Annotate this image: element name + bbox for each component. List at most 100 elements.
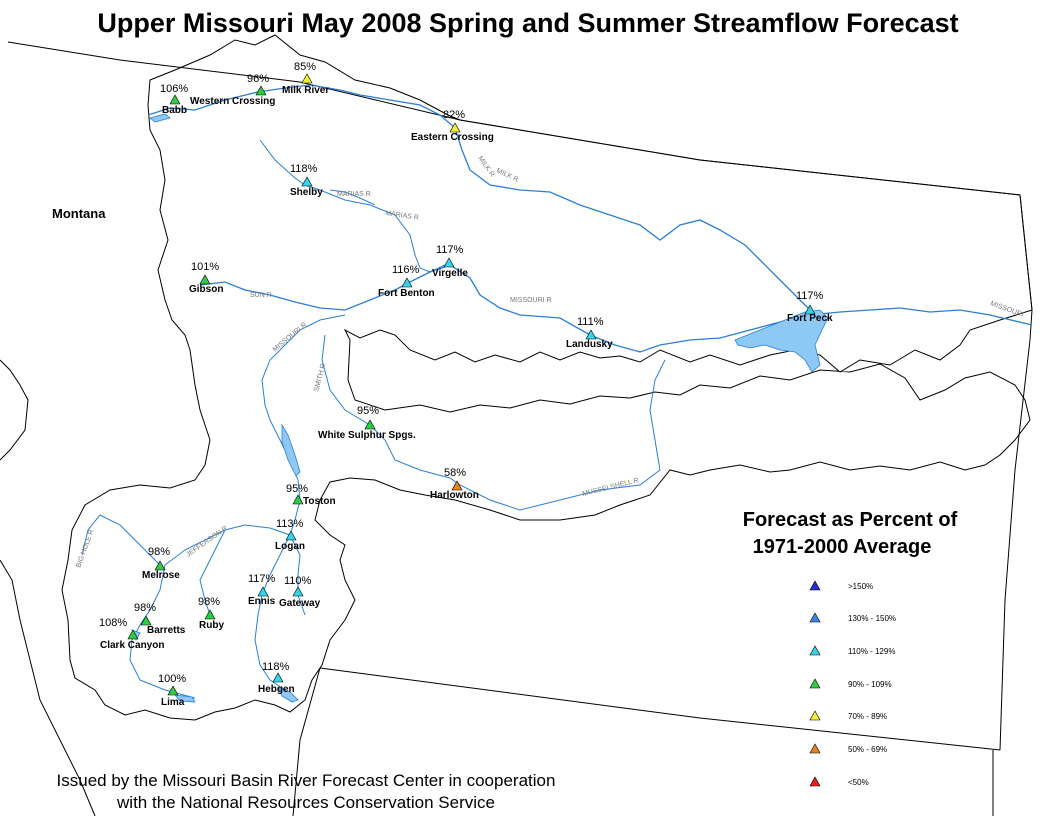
hebgen-lake [277, 687, 299, 703]
legend-marker [809, 580, 821, 591]
station-pct: 95% [357, 405, 379, 417]
river-label-missouri-2: MISSOURI R [272, 321, 308, 353]
station-name: Western Crossing [190, 96, 275, 107]
map-title: Upper Missouri May 2008 Spring and Summe… [97, 8, 958, 38]
station-marker [585, 329, 597, 340]
legend-item-lt50: <50% [809, 776, 869, 787]
station-pct: 117% [436, 244, 464, 256]
legend-title-line-1: Forecast as Percent of [743, 509, 958, 531]
station-white-sulphur-spgs: 95% White Sulphur Spgs. [318, 405, 416, 441]
legend-item-110-129: 110% - 129% [809, 645, 895, 656]
station-marker [292, 586, 304, 597]
station-name: Hebgen [258, 684, 295, 695]
station-name: Harlowton [430, 490, 479, 501]
credit-line-2: with the National Resources Conservation… [116, 793, 495, 812]
legend-item-70-89: 70% - 89% [809, 710, 887, 721]
lima-reservoir [174, 694, 196, 703]
station-logan: 113% Logan [275, 518, 305, 552]
fort-peck-lake [734, 309, 829, 373]
station-marker [169, 94, 181, 105]
legend-marker [809, 645, 821, 656]
station-pct: 101% [191, 261, 219, 273]
station-marker [285, 530, 297, 541]
river-label-milk-2: MILK R [495, 167, 519, 183]
station-barretts: 98% Barretts [134, 602, 186, 636]
river-label-smith: SMITH R [313, 363, 327, 393]
river-label-milk: MILK R [476, 155, 495, 178]
station-pct: 108% [99, 617, 127, 629]
station-marker [199, 274, 211, 285]
legend-label: 70% - 89% [848, 712, 887, 721]
station-marker [154, 560, 166, 571]
station-ennis: 117% Ennis [248, 573, 276, 607]
legend-marker [809, 678, 821, 689]
stations: 106% Babb 96% Western Crossing 85% Milk … [99, 61, 833, 708]
station-name: Landusky [566, 339, 613, 350]
station-marker [257, 586, 269, 597]
lakes [131, 113, 829, 703]
station-name: Babb [162, 105, 187, 116]
station-marker [364, 419, 376, 430]
station-marker [167, 685, 179, 696]
station-eastern-crossing: 82% Eastern Crossing [411, 109, 494, 143]
state-borders [0, 41, 1033, 816]
station-pct: 95% [286, 483, 308, 495]
station-milk-river: 85% Milk River [282, 61, 329, 96]
station-marker [255, 85, 267, 96]
legend-marker [809, 743, 821, 754]
station-name: Toston [303, 496, 336, 507]
legend-label: 110% - 129% [848, 647, 895, 656]
river-label-musselshell: MUSSELSHELL R [582, 477, 640, 498]
station-name: Shelby [290, 187, 323, 198]
legend-marker [809, 612, 821, 623]
legend: Forecast as Percent of 1971-2000 Average… [743, 509, 958, 787]
state-label-montana: Montana [52, 206, 106, 221]
station-pct: 117% [796, 290, 824, 302]
station-shelby: 118% Shelby [290, 163, 323, 198]
basin-outline [61, 34, 1033, 721]
station-name: Melrose [142, 570, 180, 581]
legend-item-gt150: >150% [809, 580, 873, 591]
station-western-crossing: 96% Western Crossing [190, 73, 275, 107]
legend-label: 130% - 150% [848, 614, 896, 623]
station-pct: 117% [248, 573, 276, 585]
station-pct: 116% [392, 264, 420, 276]
station-landusky: 111% Landusky [566, 316, 613, 350]
station-name: Fort Benton [378, 288, 435, 299]
station-name: Gateway [279, 598, 321, 609]
river-label-marias-2: MARIAS R [385, 210, 419, 222]
station-name: Logan [275, 541, 305, 552]
station-fort-benton: 116% Fort Benton [378, 264, 435, 299]
station-virgelle: 117% Virgelle [432, 244, 468, 279]
station-babb: 106% Babb [160, 83, 188, 116]
station-pct: 100% [158, 673, 186, 685]
station-marker [140, 615, 152, 626]
station-name: Virgelle [432, 268, 468, 279]
station-pct: 85% [294, 61, 316, 73]
station-name: Gibson [189, 284, 223, 295]
station-pct: 96% [247, 73, 269, 85]
station-marker [451, 480, 463, 491]
station-marker [301, 73, 313, 84]
station-pct: 58% [444, 467, 466, 479]
legend-title-line-2: 1971-2000 Average [753, 536, 932, 558]
station-name: Ruby [199, 620, 224, 631]
station-marker [272, 672, 284, 683]
station-pct: 111% [577, 316, 604, 328]
river-label-marias: MARIAS R [337, 191, 371, 198]
legend-label: 50% - 69% [848, 745, 887, 754]
legend-label: <50% [848, 778, 869, 787]
station-name: Clark Canyon [100, 640, 164, 651]
station-pct: 106% [160, 83, 188, 95]
canyon-ferry-lake [281, 423, 301, 477]
river-label-missouri-1: MISSOURI R [510, 297, 552, 304]
station-name: Barretts [147, 625, 186, 636]
legend-item-50-69: 50% - 69% [809, 743, 887, 754]
station-name: Milk River [282, 85, 329, 96]
legend-item-130-150: 130% - 150% [809, 612, 896, 623]
station-clark-canyon: 108% Clark Canyon [99, 617, 164, 651]
station-name: Lima [161, 697, 185, 708]
river-label-big-hole: BIG HOLE R [75, 529, 95, 569]
legend-marker [809, 710, 821, 721]
